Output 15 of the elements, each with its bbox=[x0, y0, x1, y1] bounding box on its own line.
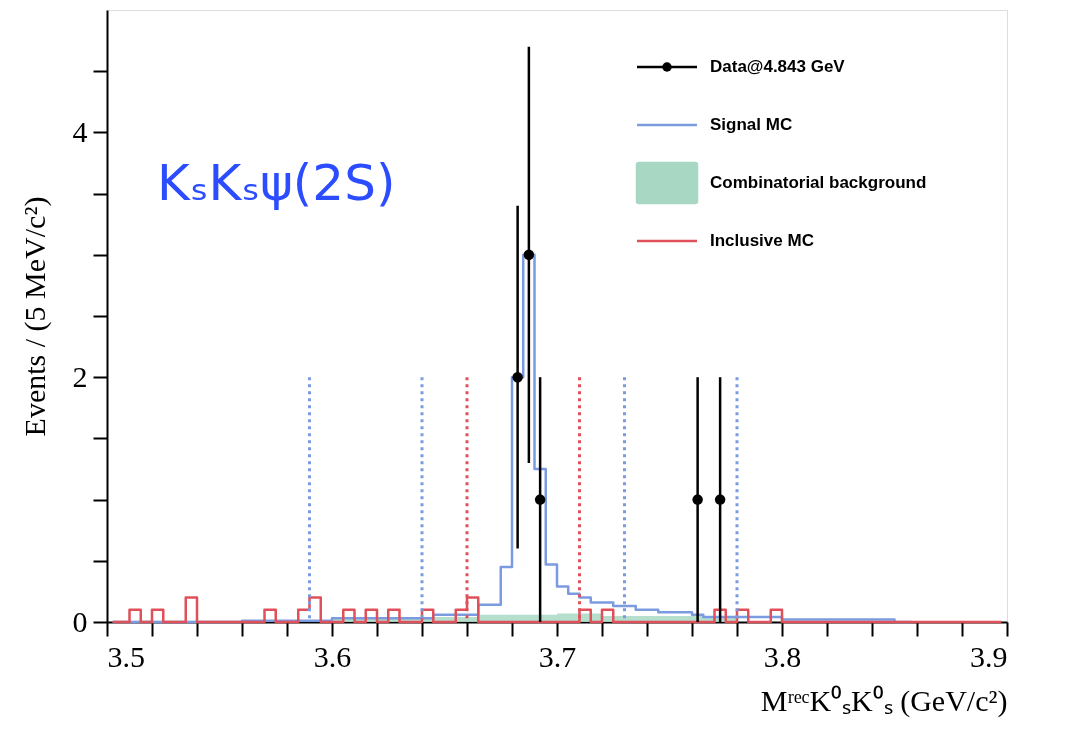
legend-label: Data@4.843 GeV bbox=[710, 57, 846, 76]
legend-label: Signal MC bbox=[710, 115, 793, 134]
y-tick-label: 0 bbox=[72, 604, 88, 638]
legend-label: Inclusive MC bbox=[710, 231, 814, 250]
x-tick-label: 3.5 bbox=[107, 639, 145, 673]
x-axis-title: MʳᵉᶜK⁰ₛK⁰ₛ (GeV/c²) bbox=[760, 683, 1008, 718]
y-tick-label: 2 bbox=[72, 359, 88, 393]
legend-label: Combinatorial background bbox=[710, 173, 927, 192]
x-tick-label: 3.7 bbox=[538, 639, 577, 673]
y-tick-label: 4 bbox=[72, 114, 88, 148]
x-tick-label: 3.9 bbox=[970, 639, 1008, 673]
x-tick-label: 3.8 bbox=[763, 639, 802, 673]
annotation: KₛKₛψ(2S) bbox=[157, 154, 396, 212]
y-axis-title: Events / (5 MeV/c²) bbox=[17, 196, 52, 437]
x-tick-label: 3.6 bbox=[313, 639, 352, 673]
